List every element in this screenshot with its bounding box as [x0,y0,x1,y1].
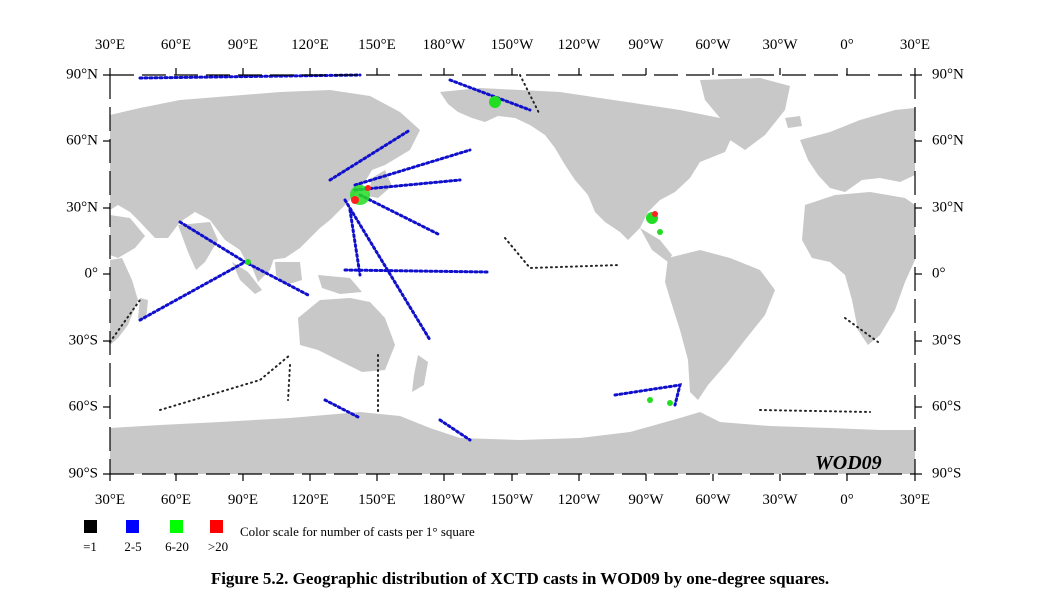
lon-label-top: 90°W [628,37,664,53]
lon-label-bottom: 30°E [899,492,931,508]
lon-label-top: 90°E [227,37,259,53]
cast-tracks [109,73,879,442]
legend-title: Color scale for number of casts per 1° s… [240,524,475,539]
land-asia [110,90,420,265]
figure-caption: Figure 5.2. Geographic distribution of X… [210,569,830,588]
legend-label: 2-5 [124,539,142,554]
lon-label-top: 150°E [358,37,396,53]
land-africa-west [802,192,915,345]
lon-label-bottom: 120°E [291,492,329,508]
land-uk [822,146,836,170]
land-borneo [275,262,302,285]
land-india [178,222,218,270]
lon-label-top: 30°E [94,37,126,53]
lon-label-top: 0° [840,37,854,53]
lon-label-bottom: 150°W [490,492,534,508]
lon-label-bottom: 60°W [695,492,731,508]
lon-label-bottom: 0° [840,492,854,508]
lat-label-left: 0° [84,265,99,282]
legend-swatch-green [170,520,183,533]
land-australia [298,298,395,372]
legend-label: =1 [83,539,97,554]
lat-label-right: 60°S [932,398,962,415]
lat-label-left: 60°N [66,132,98,149]
land-arabia [110,215,145,258]
lon-label-top: 30°E [899,37,931,53]
axis-ticks [103,68,922,481]
land-north-america [440,88,735,240]
land-central-america [640,228,672,262]
legend-swatch-blue [126,520,139,533]
lon-label-bottom: 30°W [762,492,798,508]
land-new-zealand [412,355,428,392]
lat-label-right: 30°S [932,332,962,349]
lon-label-top: 60°E [160,37,192,53]
lat-label-right: 30°N [932,199,964,216]
lon-label-bottom: 90°W [628,492,664,508]
land-greenland [700,78,790,150]
land-europe [800,108,915,192]
lat-label-left: 30°N [66,199,98,216]
lon-label-bottom: 60°E [160,492,192,508]
land-madagascar [138,298,148,320]
lon-label-top: 120°W [557,37,601,53]
lon-label-top: 180°W [422,37,466,53]
lat-label-right: 60°N [932,132,964,149]
lon-label-top: 30°W [762,37,798,53]
legend-label: 6-20 [165,539,189,554]
landmasses [110,78,915,474]
lon-label-bottom: 90°E [227,492,259,508]
lon-label-bottom: 120°W [557,492,601,508]
land-iceland [785,116,802,128]
lat-label-left: 90°N [66,66,98,83]
land-africa-east [110,258,138,345]
lat-label-right: 90°N [932,66,964,83]
lat-label-right: 0° [932,265,946,282]
dataset-watermark: WOD09 [815,452,882,474]
lon-label-top: 120°E [291,37,329,53]
lat-label-right: 90°S [932,465,962,482]
land-antarctica [110,412,915,474]
legend-swatch-red [210,520,223,533]
land-south-america [665,250,775,400]
lon-label-bottom: 150°E [358,492,396,508]
lon-label-bottom: 30°E [94,492,126,508]
land-sumatra [232,262,262,294]
legend-label: >20 [207,539,229,554]
cast-hotspots [245,96,673,406]
lat-label-left: 60°S [68,398,98,415]
legend-swatch-black [84,520,97,533]
land-indochina [250,238,275,282]
lat-label-left: 30°S [68,332,98,349]
land-new-guinea [318,275,362,294]
lat-label-left: 90°S [68,465,98,482]
lon-label-bottom: 180°W [422,492,466,508]
lon-label-top: 60°W [695,37,731,53]
lon-label-top: 150°W [490,37,534,53]
